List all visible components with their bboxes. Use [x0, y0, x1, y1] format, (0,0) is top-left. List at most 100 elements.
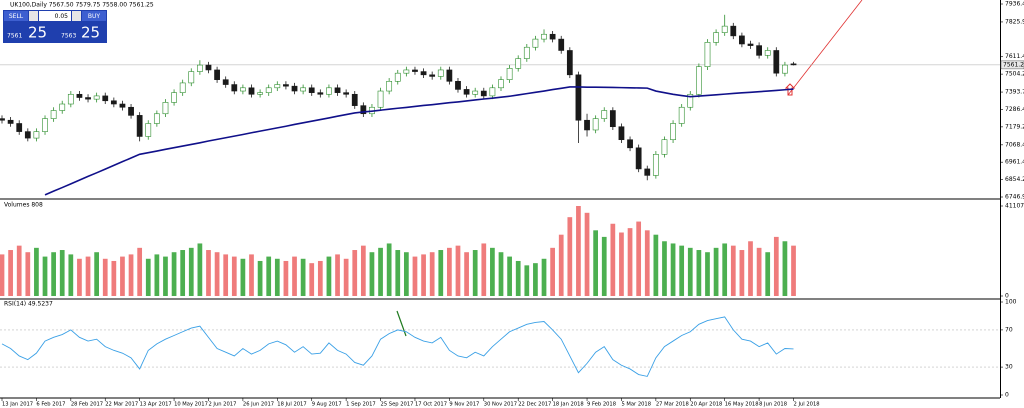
volume-bar [584, 212, 590, 296]
bid-price: 7561 [7, 33, 22, 40]
volume-bar [94, 252, 100, 296]
y-tick-label: 100 [1005, 299, 1017, 306]
lot-box[interactable] [39, 11, 71, 21]
candle-body [627, 139, 633, 149]
volume-bar [593, 230, 599, 296]
y-tick-label: 7393.70 [1005, 89, 1024, 96]
candle-body [308, 87, 315, 93]
candle-body [214, 69, 220, 80]
volume-bar [696, 250, 702, 296]
volume-bar [524, 265, 530, 296]
volume-bar [25, 252, 31, 296]
volume-bar [601, 236, 607, 296]
rsi-line [1, 316, 794, 377]
volume-bar [59, 250, 65, 296]
candle-body [85, 97, 91, 100]
candle-body [50, 110, 57, 119]
candle-body [343, 92, 350, 95]
y-tick-label: 0 [1005, 392, 1009, 399]
ask-pips: 25 [81, 24, 100, 42]
sell-label[interactable]: SELL [9, 13, 24, 20]
volume-bar [739, 250, 745, 296]
candle-body [558, 38, 565, 51]
volume-bar [68, 254, 74, 296]
volume-bar [765, 252, 771, 296]
volume-bar [154, 254, 160, 296]
y-tick-label: 7068.45 [1005, 141, 1024, 148]
volume-bar [627, 228, 633, 296]
x-tick-label: 10 May 2017 [174, 402, 208, 408]
volume-bar [120, 256, 125, 296]
candle-body [730, 25, 737, 37]
y-tick-label: 7179.20 [1005, 123, 1024, 130]
volume-bar [412, 256, 418, 296]
candle-body [394, 72, 401, 82]
x-tick-label: 6 Feb 2017 [36, 402, 65, 408]
volume-bar [137, 247, 143, 296]
volume-bar [438, 250, 444, 296]
volume-bar [670, 243, 676, 296]
candle-body [179, 82, 186, 93]
up-arrow-icon [784, 83, 796, 96]
candle-body [162, 102, 169, 115]
volume-bar [42, 256, 48, 296]
volume-bar [85, 256, 91, 296]
buy-label[interactable]: BUY [88, 13, 101, 20]
volume-bar [395, 250, 401, 296]
last-price-label: 7561.25 [1003, 61, 1024, 68]
volume-bar [541, 258, 547, 296]
candle-body [480, 90, 487, 97]
candle-body [0, 118, 5, 121]
candle-body [283, 84, 289, 87]
y-tick-label: 7286.45 [1005, 106, 1024, 113]
volume-bar [662, 241, 667, 296]
candle-body [739, 35, 745, 45]
candle-body [455, 81, 461, 90]
candle-body [171, 92, 177, 103]
buy-button[interactable] [82, 11, 106, 21]
volume-bar [77, 258, 82, 296]
candle-body [678, 106, 685, 124]
candle-body [42, 118, 48, 132]
volume-bar [223, 254, 229, 296]
candle-body [592, 118, 599, 131]
volume-bar [326, 256, 332, 296]
lot-plus[interactable] [72, 11, 81, 21]
x-tick-label: 27 Mar 2018 [656, 402, 689, 408]
volume-bar [360, 245, 366, 296]
volume-bar [722, 243, 728, 296]
volume-bar [713, 247, 719, 296]
volume-bar [705, 252, 710, 296]
volume-bar [490, 247, 495, 296]
candle-body [541, 33, 547, 40]
lot-minus[interactable] [29, 11, 38, 21]
y-tick-label: 41107 [1005, 203, 1024, 210]
candle-body [110, 100, 117, 105]
candle-body [747, 43, 754, 46]
candle-body [377, 90, 384, 108]
volume-bar [352, 250, 358, 296]
y-tick-label: 6961.45 [1005, 159, 1024, 166]
volume-bar [610, 223, 616, 296]
candle-body [136, 115, 143, 137]
volume-bar [730, 245, 736, 296]
volume-bar [679, 245, 685, 296]
volume-bar [128, 254, 134, 296]
lot-value[interactable]: 0.05 [55, 13, 69, 20]
x-tick-label: 13 Jan 2017 [2, 402, 33, 408]
x-tick-label: 1 Sep 2017 [346, 402, 376, 408]
candle-body [609, 110, 616, 128]
volume-bar [386, 243, 392, 296]
candle-body [67, 93, 74, 105]
volume-bar [791, 245, 796, 296]
volume-bar [472, 250, 478, 296]
volume-bar [335, 254, 340, 296]
bid-pips: 25 [28, 24, 47, 42]
candle-body [326, 87, 332, 95]
volume-bar [240, 258, 246, 296]
sell-button[interactable] [4, 11, 28, 21]
x-tick-label: 26 Jun 2017 [243, 402, 274, 408]
y-tick-label: 7504.20 [1005, 71, 1024, 78]
candle-body [713, 32, 719, 43]
candle-body [300, 87, 307, 92]
